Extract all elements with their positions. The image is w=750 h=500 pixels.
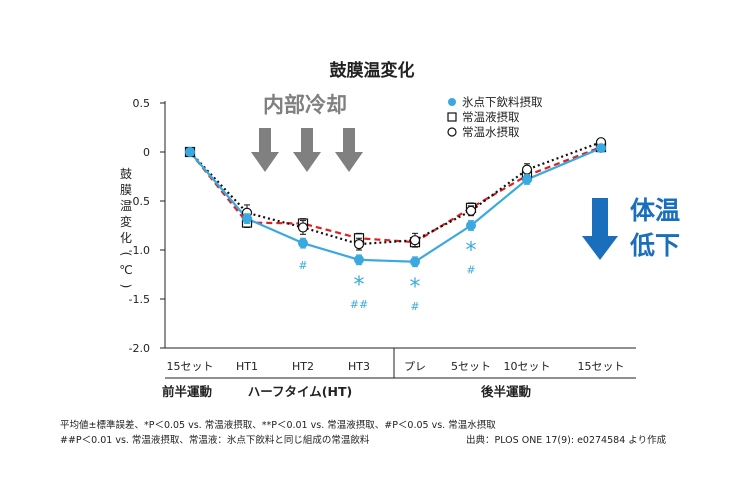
significance-mark: *: [354, 273, 365, 298]
data-point-ice-slurry: [466, 220, 476, 231]
footnote-line-2: ##P＜0.01 vs. 常温液摂取、常温液：氷点下飲料と同じ組成の常温飲料: [60, 435, 370, 446]
down-arrow-icon: [251, 128, 279, 172]
significance-mark: *: [410, 275, 421, 300]
data-point-room-temp-water: [353, 239, 365, 250]
body-temp-label: 体温: [630, 196, 680, 225]
group-label-second-half: 後半運動: [481, 384, 531, 399]
y-tick-label: -1.5: [129, 293, 150, 306]
y-axis-label-char: 変: [120, 214, 132, 229]
data-point-ice-slurry: [242, 213, 252, 224]
y-tick-label: -2.0: [129, 342, 150, 355]
y-axis-label-char: 膜: [120, 183, 132, 197]
data-point-room-temp-water: [465, 205, 477, 216]
legend-label-room-temp-water: 常温水摂取: [462, 125, 520, 139]
x-tick-label: 5セット: [451, 360, 491, 373]
y-tick-label: 0.5: [133, 97, 151, 110]
significance-mark: #: [410, 300, 419, 313]
y-axis-label-char: ): [119, 284, 133, 289]
series-line-room-temp-water: [189, 141, 602, 246]
x-tick-label: HT2: [292, 360, 314, 373]
internal-cooling-label: 内部冷却: [263, 93, 347, 117]
legend-marker-room-temp-water: [447, 127, 457, 137]
y-tick-label: -0.5: [129, 195, 150, 208]
legend: 氷点下飲料摂取 常温液摂取 常温水摂取: [447, 95, 543, 139]
y-axis-label-char: (: [119, 252, 133, 257]
legend-label-room-temp-fluid: 常温液摂取: [462, 110, 520, 124]
chart-title: 鼓膜温変化: [330, 60, 415, 81]
significance-mark: *: [466, 239, 477, 264]
group-label-first-half: 前半運動: [162, 384, 212, 399]
y-axis-label: 鼓膜温変化 ( ℃): [119, 167, 133, 288]
x-tick-label: 15セット: [167, 360, 214, 373]
y-axis-label-char: 鼓: [120, 167, 132, 181]
data-point-room-temp-water: [521, 164, 533, 175]
x-ticks: 15セット HT1 HT2 HT3 プレ 5セット 10セット 15セット: [167, 360, 625, 373]
plot-area: #*##*#*#: [184, 137, 607, 313]
x-tick-label: 15セット: [578, 360, 625, 373]
cooling-arrows: [251, 128, 363, 172]
data-point-room-temp-water: [409, 235, 421, 246]
series-line-ice-slurry: [189, 147, 602, 263]
y-ticks: 0.5 0 -0.5 -1.0 -1.5 -2.0: [129, 97, 165, 355]
down-arrow-icon: [335, 128, 363, 172]
legend-marker-ice-slurry: [448, 98, 456, 106]
legend-marker-room-temp-fluid: [447, 112, 457, 122]
data-point-ice-slurry: [185, 147, 195, 157]
x-tick-label: プレ: [404, 360, 426, 373]
y-tick-label: -1.0: [129, 244, 150, 257]
significance-mark: ##: [350, 298, 368, 311]
series-line-room-temp-fluid: [189, 146, 602, 244]
y-axis-label-char: 温: [120, 199, 132, 213]
y-tick-label: 0: [143, 146, 150, 159]
big-down-arrow-icon: [582, 198, 618, 260]
data-point-ice-slurry: [410, 256, 420, 267]
y-axis-label-char: ℃: [119, 263, 132, 277]
data-point-ice-slurry: [596, 143, 606, 154]
y-axis-label-char: 化: [120, 231, 132, 245]
x-tick-label: HT3: [348, 360, 370, 373]
data-point-room-temp-water: [297, 222, 309, 233]
legend-label-ice-slurry: 氷点下飲料摂取: [462, 95, 543, 109]
data-point-ice-slurry: [354, 254, 364, 265]
down-arrow-icon: [293, 128, 321, 172]
footnote-line-1: 平均値±標準誤差、*P＜0.05 vs. 常温液摂取、**P＜0.01 vs. …: [60, 420, 496, 431]
group-label-halftime: ハーフタイム(HT): [248, 384, 352, 399]
drop-label: 低下: [629, 231, 680, 260]
significance-mark: #: [466, 264, 475, 277]
data-point-ice-slurry: [522, 174, 532, 185]
x-tick-label: HT1: [236, 360, 258, 373]
x-tick-label: 10セット: [504, 360, 551, 373]
source-citation: 出典：PLOS ONE 17(9): e0274584 より作成: [466, 435, 667, 446]
data-point-ice-slurry: [298, 238, 308, 249]
significance-mark: #: [298, 259, 307, 272]
